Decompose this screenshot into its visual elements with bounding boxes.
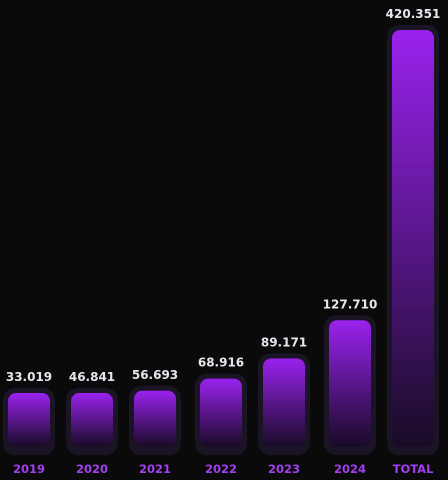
value-label-2022: 68.916 <box>198 356 244 370</box>
value-label-2020: 46.841 <box>69 370 115 384</box>
value-label-2023: 89.171 <box>261 336 307 350</box>
category-label-2023: 2023 <box>268 462 300 476</box>
value-label-total: 420.351 <box>386 7 441 21</box>
category-label-2024: 2024 <box>334 462 366 476</box>
bar-2022 <box>200 378 242 447</box>
value-label-2021: 56.693 <box>132 368 178 382</box>
value-label-2024: 127.710 <box>323 297 378 311</box>
labels-layer: 33.019 2019 46.841 2020 56.693 2021 68.916 2022… <box>6 7 440 476</box>
category-label-total: TOTAL <box>393 462 434 476</box>
bar-2020 <box>71 393 113 447</box>
category-label-2020: 2020 <box>76 462 108 476</box>
bar-2023 <box>263 358 305 447</box>
bar-total <box>392 30 434 447</box>
bar-2024 <box>329 320 371 447</box>
bars-layer <box>3 25 439 455</box>
category-label-2022: 2022 <box>205 462 237 476</box>
bar-2021 <box>134 390 176 447</box>
category-label-2019: 2019 <box>13 462 45 476</box>
bar-2019 <box>8 393 50 447</box>
category-label-2021: 2021 <box>139 462 171 476</box>
value-label-2019: 33.019 <box>6 370 52 384</box>
